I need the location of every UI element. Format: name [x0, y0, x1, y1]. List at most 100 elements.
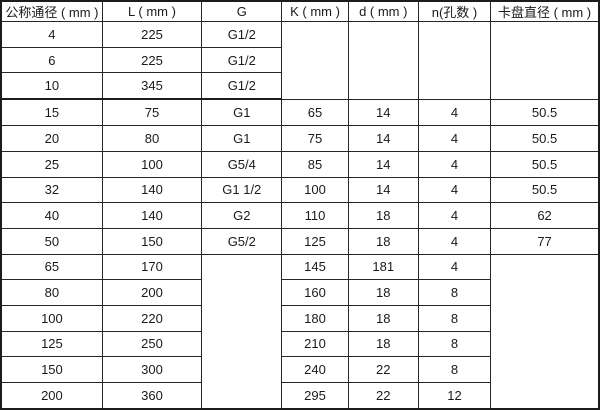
cell-dn: 15	[0, 98, 103, 127]
cell-dn: 6	[0, 46, 103, 74]
cell-l: 250	[101, 330, 203, 358]
cell-d: 14	[347, 125, 419, 152]
cell-plate: 50.5	[490, 150, 600, 178]
cell-dn: 65	[0, 253, 103, 281]
header-d: d ( mm )	[347, 0, 419, 22]
cell-d: 14	[347, 150, 419, 178]
cell-l: 200	[101, 279, 203, 306]
cell-k: 75	[281, 125, 349, 152]
cell-dn: 40	[0, 202, 103, 229]
table-row: 150 300 240 22 8	[0, 356, 599, 383]
table-row: 25 100 G5/4 85 14 4 50.5	[0, 150, 600, 178]
cell-l: 140	[101, 176, 203, 204]
header-chuck-diameter: 卡盘直径 ( mm )	[490, 0, 600, 22]
cell-n: 4	[417, 150, 492, 178]
cell-n: 8	[417, 356, 492, 383]
cell-l: 300	[101, 356, 203, 383]
cell-dn: 32	[0, 176, 103, 204]
header-L: L ( mm )	[101, 0, 203, 22]
table-row: 32 140 G1 1/2 100 14 4 50.5	[0, 176, 600, 204]
cell-k: 65	[281, 98, 349, 127]
cell-k: 160	[281, 279, 349, 306]
cell-g: G5/2	[201, 227, 283, 255]
cell-k: 295	[281, 382, 349, 410]
cell-d: 18	[347, 304, 419, 332]
cell-k: 210	[281, 330, 349, 358]
cell-g: G1	[201, 125, 283, 152]
cell-dn: 25	[0, 150, 103, 178]
cell-plate: 50.5	[490, 125, 600, 152]
cell-plate: 50.5	[490, 98, 600, 127]
cell-n: 4	[417, 227, 492, 255]
table-row: 10 345 G1/2	[0, 72, 599, 101]
cell-n: 4	[417, 253, 492, 281]
table-row: 200 360 295 22 12	[0, 382, 599, 410]
header-G: G	[201, 0, 283, 22]
cell-d: 18	[347, 279, 419, 306]
cell-l: 75	[101, 98, 203, 127]
table-row: 20 80 G1 75 14 4 50.5	[0, 125, 600, 152]
cell-d-merged-empty	[347, 21, 419, 100]
cell-l: 345	[101, 72, 203, 101]
cell-l: 80	[101, 125, 203, 152]
cell-l: 360	[101, 382, 203, 410]
header-K: K ( mm )	[281, 0, 349, 22]
cell-l: 225	[101, 21, 203, 48]
cell-k: 85	[281, 150, 349, 178]
cell-g: G2	[201, 202, 283, 229]
cell-l: 100	[101, 150, 203, 178]
cell-k: 145	[281, 253, 349, 281]
cell-l: 220	[101, 304, 203, 332]
cell-dn: 80	[0, 279, 103, 306]
cell-dn: 4	[0, 21, 103, 48]
header-nominal-diameter: 公称通径 ( mm )	[0, 0, 103, 22]
cell-plate: 62	[490, 202, 600, 229]
cell-dn: 10	[0, 72, 103, 101]
cell-k: 125	[281, 227, 349, 255]
table-row: 15 75 G1 65 14 4 50.5	[0, 98, 600, 127]
cell-l: 170	[101, 253, 203, 281]
table-row: 100 220 180 18 8	[0, 304, 599, 332]
cell-n: 8	[417, 304, 492, 332]
cell-dn: 100	[0, 304, 103, 332]
cell-n: 4	[417, 176, 492, 204]
cell-l: 225	[101, 46, 203, 74]
cell-dn: 200	[0, 382, 103, 410]
cell-plate: 50.5	[490, 176, 600, 204]
cell-k: 100	[281, 176, 349, 204]
cell-n: 4	[417, 125, 492, 152]
cell-k: 240	[281, 356, 349, 383]
cell-n-merged-empty	[417, 21, 492, 100]
cell-l: 150	[101, 227, 203, 255]
cell-d: 14	[347, 98, 419, 127]
cell-k: 110	[281, 202, 349, 229]
cell-dn: 125	[0, 330, 103, 358]
cell-d: 22	[347, 356, 419, 383]
cell-dn: 50	[0, 227, 103, 255]
cell-plate-merged-empty	[490, 21, 600, 100]
cell-d: 14	[347, 176, 419, 204]
cell-n: 8	[417, 279, 492, 306]
cell-dn: 20	[0, 125, 103, 152]
cell-plate-merged-empty	[490, 253, 600, 410]
cell-plate: 77	[490, 227, 600, 255]
table-row: 80 200 160 18 8	[0, 279, 599, 306]
cell-n: 4	[417, 98, 492, 127]
table-row: 40 140 G2 110 18 4 62	[0, 202, 600, 229]
table-row: 125 250 210 18 8	[0, 330, 599, 358]
cell-n: 8	[417, 330, 492, 358]
table-header-row: 公称通径 ( mm ) L ( mm ) G K ( mm ) d ( mm )…	[0, 0, 600, 22]
cell-d: 181	[347, 253, 419, 281]
cell-g: G1 1/2	[201, 176, 283, 204]
cell-g: G5/4	[201, 150, 283, 178]
table-row: 65 170 145 181 4	[0, 253, 600, 410]
table-row: 50 150 G5/2 125 18 4 77	[0, 227, 600, 255]
cell-n: 4	[417, 202, 492, 229]
cell-g: G1/2	[201, 46, 283, 74]
cell-d: 18	[347, 227, 419, 255]
cell-dn: 150	[0, 356, 103, 383]
table-row: 6 225 G1/2	[0, 46, 599, 74]
cell-k-merged-empty	[281, 21, 349, 100]
